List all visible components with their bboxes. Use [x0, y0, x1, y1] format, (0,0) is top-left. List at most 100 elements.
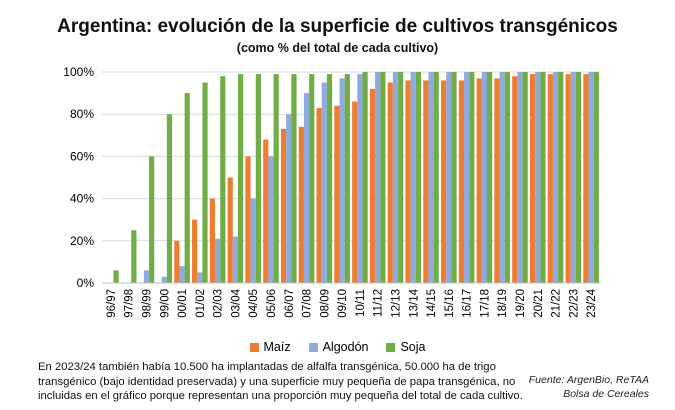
x-tick-label: 21/22 [551, 289, 563, 318]
bar-soja-15-16 [451, 72, 457, 283]
y-tick-label: 40% [70, 192, 94, 206]
x-tick-label: 98/99 [141, 289, 153, 318]
bar-soja-10-11 [362, 72, 368, 283]
x-tick-label: 05/06 [266, 289, 278, 318]
bar-maíz-21-22 [547, 74, 553, 283]
footnote: En 2023/24 también había 10.500 ha impla… [38, 361, 523, 402]
x-tick-label: 09/10 [337, 289, 349, 318]
source-line-1: Fuente: ArgenBio, ReTAA [528, 374, 649, 386]
x-tick-label: 22/23 [568, 289, 580, 318]
x-tick-label: 13/14 [408, 288, 420, 317]
bar-algodón-00-01 [179, 266, 185, 283]
bar-maíz-13-14 [405, 80, 411, 283]
bar-algodón-03-04 [232, 236, 238, 283]
bar-maíz-16-17 [458, 80, 465, 283]
chart-title: Argentina: evolución de la superficie de… [57, 16, 618, 37]
bar-algodón-22-23 [570, 72, 576, 283]
bar-algodón-16-17 [464, 72, 470, 283]
bar-maíz-02-03 [209, 198, 216, 283]
bar-algodón-07-08 [303, 93, 310, 283]
bar-algodón-99-00 [161, 276, 167, 283]
legend-item-soja: Soja [386, 340, 426, 354]
bar-soja-13-14 [415, 72, 422, 283]
bar-soja-01-02 [202, 82, 208, 283]
y-tick-labels: 0% 20% 40% 60% 80% 100% [63, 65, 94, 290]
legend-label: Soja [400, 340, 426, 354]
bar-soja-17-18 [486, 72, 493, 283]
y-tick-label: 80% [70, 107, 94, 121]
bar-chart: 0% 20% 40% 60% 80% 100% 96/97 97/98 98/99 99/00 0… [63, 65, 600, 318]
bar-soja-11-12 [380, 72, 386, 283]
bar-algodón-18-19 [499, 72, 505, 283]
bar-soja-97-98 [131, 230, 137, 283]
x-tick-label: 97/98 [124, 289, 136, 318]
x-tick-label: 19/20 [515, 289, 527, 318]
bar-maíz-14-15 [423, 80, 429, 283]
bar-soja-23-24 [593, 72, 599, 283]
bar-soja-96-97 [113, 270, 119, 283]
bar-soja-03-04 [237, 74, 244, 283]
x-tick-label: 04/05 [248, 289, 260, 318]
bar-maíz-05-06 [263, 139, 269, 283]
bar-algodón-12-13 [392, 72, 399, 283]
bar-maíz-09-10 [334, 105, 340, 283]
x-tick-label: 02/03 [213, 289, 225, 318]
bar-algodón-04-05 [250, 198, 256, 283]
bar-maíz-08-09 [316, 107, 322, 284]
bar-soja-19-20 [522, 72, 528, 283]
bar-maíz-04-05 [245, 156, 251, 283]
x-tick-label: 10/11 [355, 289, 367, 317]
legend-item-maiz: Maíz [249, 340, 291, 354]
bar-maíz-12-13 [387, 82, 393, 283]
x-tick-label: 01/02 [195, 289, 207, 318]
bar-maíz-23-24 [583, 74, 589, 283]
bar-algodón-05-06 [268, 156, 274, 283]
legend-item-algodon: Algodón [308, 340, 368, 354]
bar-maíz-07-08 [298, 126, 304, 283]
x-tick-label: 14/15 [426, 289, 438, 318]
x-tick-label: 23/24 [586, 288, 598, 317]
y-tick-label: 0% [77, 276, 95, 290]
bar-algodón-20-21 [535, 72, 541, 283]
bar-maíz-17-18 [476, 78, 482, 283]
bar-soja-12-13 [398, 72, 404, 283]
legend-swatch [308, 342, 318, 352]
bar-soja-16-17 [469, 72, 475, 283]
bar-soja-00-01 [184, 93, 190, 283]
bar-maíz-03-04 [227, 177, 233, 283]
bar-maíz-15-16 [441, 80, 447, 283]
x-tick-label: 96/97 [106, 289, 118, 318]
x-tick-label: 03/04 [230, 288, 242, 317]
bar-maíz-10-11 [352, 101, 358, 283]
bar-maíz-06-07 [280, 128, 287, 283]
bar-algodón-09-10 [339, 78, 345, 283]
bar-soja-06-07 [291, 74, 297, 283]
bar-soja-08-09 [326, 74, 333, 283]
x-tick-label: 06/07 [284, 289, 296, 318]
bar-maíz-19-20 [512, 76, 518, 283]
bar-maíz-11-12 [369, 88, 376, 283]
source-note: Fuente: ArgenBio, ReTAA Bolsa de Cereale… [529, 373, 649, 401]
x-tick-labels: 96/97 97/98 98/99 99/00 00/01 01/02 02/03 03/04… [106, 288, 598, 317]
bars [113, 72, 599, 284]
bar-soja-07-08 [309, 74, 315, 283]
bar-algodón-23-24 [588, 72, 594, 283]
bar-algodón-08-09 [321, 82, 327, 283]
bar-soja-09-10 [344, 74, 350, 283]
bar-soja-05-06 [273, 74, 279, 283]
bar-soja-20-21 [540, 72, 546, 283]
x-tick-label: 17/18 [479, 289, 491, 318]
bar-maíz-00-01 [174, 240, 180, 283]
bar-algodón-06-07 [286, 114, 292, 283]
bar-algodón-13-14 [410, 72, 416, 283]
bar-soja-21-22 [558, 72, 564, 283]
x-tick-label: 12/13 [390, 289, 402, 318]
x-tick-label: 18/19 [497, 289, 509, 318]
x-tick-label: 08/09 [319, 289, 331, 318]
x-tick-label: 15/16 [444, 289, 456, 318]
legend-swatch [386, 342, 396, 352]
bar-algodón-17-18 [481, 72, 487, 283]
y-tick-label: 100% [63, 65, 94, 79]
y-tick-label: 20% [70, 234, 94, 248]
bar-maíz-18-19 [494, 78, 500, 283]
